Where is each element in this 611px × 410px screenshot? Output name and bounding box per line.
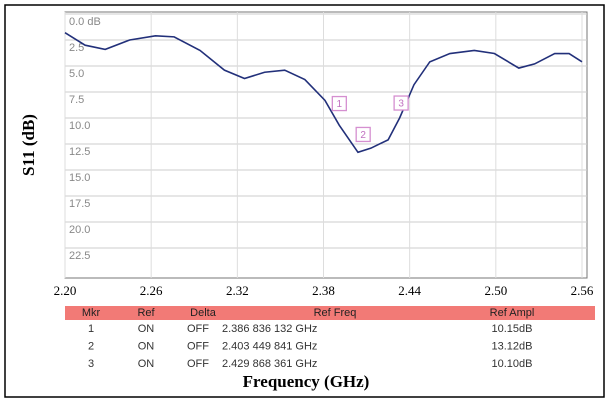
- table-cell: ON: [138, 340, 155, 352]
- marker-box: [393, 95, 409, 111]
- table-header: Delta: [190, 307, 217, 319]
- table-header: Ref: [137, 307, 155, 319]
- y-axis-label: S11 (dB): [19, 114, 38, 176]
- x-axis-label: Frequency (GHz): [243, 372, 370, 391]
- table-header: Ref Ampl: [490, 307, 535, 319]
- table-cell: ON: [138, 323, 155, 335]
- y-tick-label: 22.5: [69, 250, 90, 262]
- table-header: Mkr: [82, 307, 101, 319]
- table-header-bg: [65, 306, 595, 320]
- table-header: Ref Freq: [314, 307, 357, 319]
- y-tick-label: 2.5: [69, 42, 84, 54]
- table-cell: 10.15dB: [492, 323, 533, 335]
- marker-label: 3: [398, 99, 404, 110]
- marker-box: [355, 126, 371, 143]
- x-tick-label: 2.20: [54, 283, 77, 298]
- x-tick-label: 2.56: [571, 283, 594, 298]
- y-tick-label: 7.5: [69, 94, 84, 106]
- marker-label: 2: [360, 130, 366, 141]
- table-cell: OFF: [187, 358, 209, 370]
- y-tick-label: 17.5: [69, 198, 90, 210]
- table-cell: 2.403 449 841 GHz: [222, 340, 317, 352]
- y-tick-label: 5.0: [69, 68, 84, 80]
- table-cell: OFF: [187, 340, 209, 352]
- curve: [64, 32, 583, 154]
- y-tick-label: 15.0: [69, 172, 90, 184]
- table-cell: 13.12dB: [492, 340, 533, 352]
- x-tick-label: 2.32: [226, 283, 249, 298]
- x-tick-label: 2.44: [398, 283, 421, 298]
- table-cell: 1: [88, 323, 94, 335]
- table-cell: ON: [138, 358, 155, 370]
- y-tick-label: 10.0: [69, 120, 90, 132]
- table-cell: 2.429 868 361 GHz: [222, 358, 317, 370]
- x-tick-label: 2.26: [140, 283, 163, 298]
- y-tick-label: 12.5: [69, 146, 90, 158]
- table-cell: 2.386 836 132 GHz: [222, 323, 317, 335]
- table-cell: 10.10dB: [492, 358, 533, 370]
- y-tick-label: 20.0: [69, 224, 90, 236]
- table-cell: 3: [88, 358, 94, 370]
- table-cell: OFF: [187, 323, 209, 335]
- marker-box: [331, 95, 347, 112]
- marker-label: 1: [337, 99, 343, 110]
- y-tick-label: 0.0 dB: [69, 16, 101, 28]
- plot-area: [64, 11, 588, 279]
- x-tick-label: 2.38: [312, 283, 335, 298]
- x-tick-label: 2.50: [484, 283, 507, 298]
- table-cell: 2: [88, 340, 94, 352]
